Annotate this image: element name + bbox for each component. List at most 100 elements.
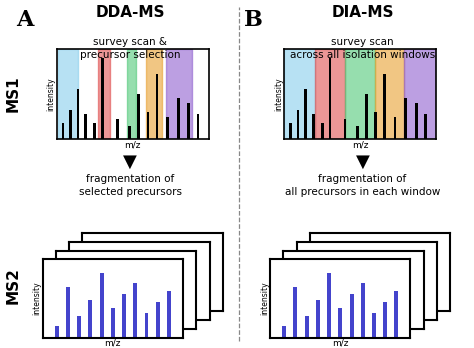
Text: DDA-MS: DDA-MS bbox=[96, 5, 165, 20]
Bar bbox=[146, 49, 162, 139]
Bar bbox=[294, 274, 298, 329]
Bar bbox=[61, 298, 65, 329]
Bar bbox=[293, 287, 297, 338]
Y-axis label: intensity: intensity bbox=[46, 77, 55, 111]
Bar bbox=[316, 300, 320, 338]
Bar bbox=[383, 74, 386, 139]
Bar bbox=[137, 94, 140, 139]
Bar bbox=[188, 103, 190, 139]
Bar bbox=[338, 308, 342, 338]
Bar bbox=[356, 126, 358, 139]
Bar bbox=[77, 89, 80, 139]
X-axis label: m/z: m/z bbox=[105, 339, 121, 348]
Bar bbox=[100, 274, 103, 338]
Text: survey scan &
precursor selection: survey scan & precursor selection bbox=[80, 37, 181, 60]
Bar bbox=[88, 300, 92, 338]
Text: DIA-MS: DIA-MS bbox=[331, 5, 394, 20]
Bar bbox=[372, 313, 376, 338]
Bar bbox=[85, 293, 90, 320]
Bar bbox=[301, 289, 306, 320]
X-axis label: m/z: m/z bbox=[125, 141, 141, 150]
X-axis label: m/z: m/z bbox=[332, 339, 348, 348]
Bar bbox=[344, 119, 346, 139]
X-axis label: m/z: m/z bbox=[352, 141, 368, 150]
Bar bbox=[365, 94, 368, 139]
Bar bbox=[307, 277, 311, 320]
Bar bbox=[146, 112, 149, 139]
Bar bbox=[111, 308, 115, 338]
Text: B: B bbox=[244, 9, 263, 31]
Text: fragmentation of
selected precursors: fragmentation of selected precursors bbox=[79, 174, 182, 197]
Bar bbox=[305, 316, 309, 338]
Y-axis label: intensity: intensity bbox=[260, 282, 269, 315]
Bar bbox=[69, 110, 72, 139]
Bar bbox=[374, 112, 377, 139]
Bar bbox=[155, 74, 158, 139]
Bar bbox=[87, 292, 91, 311]
Bar bbox=[282, 326, 286, 338]
Bar bbox=[166, 49, 192, 139]
Bar bbox=[312, 114, 315, 139]
Bar bbox=[345, 49, 375, 139]
Bar bbox=[297, 110, 300, 139]
Bar bbox=[156, 302, 160, 338]
Bar bbox=[288, 286, 292, 329]
Text: A: A bbox=[17, 9, 34, 31]
Bar bbox=[145, 313, 148, 338]
Bar bbox=[315, 49, 345, 139]
Bar bbox=[80, 281, 84, 320]
Bar bbox=[375, 49, 404, 139]
Bar bbox=[404, 49, 436, 139]
Text: MS1: MS1 bbox=[6, 76, 21, 112]
Bar bbox=[167, 291, 171, 338]
Bar bbox=[326, 294, 330, 311]
Bar bbox=[98, 49, 110, 139]
Bar bbox=[424, 114, 427, 139]
Bar bbox=[404, 98, 407, 139]
Bar bbox=[133, 283, 137, 338]
Y-axis label: intensity: intensity bbox=[32, 282, 41, 315]
Bar bbox=[104, 268, 109, 311]
Bar bbox=[197, 114, 199, 139]
Text: fragmentation of
all precursors in each window: fragmentation of all precursors in each … bbox=[285, 174, 440, 197]
Bar bbox=[315, 288, 319, 311]
Bar bbox=[62, 123, 64, 139]
Bar bbox=[415, 103, 418, 139]
Bar bbox=[66, 287, 70, 338]
Bar bbox=[55, 326, 59, 338]
Bar bbox=[93, 280, 97, 311]
Bar bbox=[313, 296, 317, 320]
Bar bbox=[74, 296, 78, 320]
Bar bbox=[383, 302, 387, 338]
Bar bbox=[332, 296, 336, 311]
Bar bbox=[58, 49, 78, 139]
Text: ▼: ▼ bbox=[356, 153, 370, 171]
Bar bbox=[128, 126, 131, 139]
Text: MS2: MS2 bbox=[6, 267, 21, 304]
Bar bbox=[350, 294, 354, 338]
Bar bbox=[77, 316, 81, 338]
Bar bbox=[320, 276, 325, 311]
Bar bbox=[66, 274, 71, 329]
Bar bbox=[327, 274, 331, 338]
Bar bbox=[127, 49, 136, 139]
Bar bbox=[99, 292, 103, 311]
Bar bbox=[116, 119, 119, 139]
Bar bbox=[328, 58, 331, 139]
Bar bbox=[166, 117, 169, 139]
Bar bbox=[289, 123, 292, 139]
Bar bbox=[361, 283, 365, 338]
Bar bbox=[321, 123, 324, 139]
Bar bbox=[84, 114, 87, 139]
Bar bbox=[101, 58, 104, 139]
Y-axis label: intensity: intensity bbox=[274, 77, 283, 111]
Text: ▼: ▼ bbox=[123, 153, 137, 171]
Bar bbox=[394, 117, 396, 139]
Bar bbox=[394, 291, 399, 338]
Bar bbox=[122, 294, 126, 338]
Bar bbox=[177, 98, 180, 139]
Text: survey scan
across all isolation windows: survey scan across all isolation windows bbox=[290, 37, 435, 60]
Bar bbox=[284, 49, 315, 139]
Bar bbox=[93, 123, 96, 139]
Bar bbox=[304, 89, 307, 139]
